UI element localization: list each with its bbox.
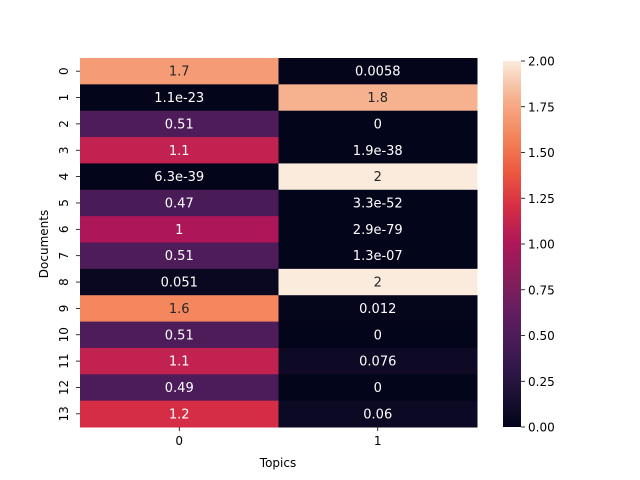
heatmap-cell-label-r3-c1: 1.9e-38	[353, 144, 403, 159]
heatmap-cell-label-r0-c1: 0.0058	[355, 65, 401, 80]
heatmap-cell-r4-c1	[278, 163, 478, 191]
heatmap-cell-label-r13-c1: 0.06	[363, 407, 392, 422]
y-tick-label-4: 4	[57, 173, 71, 181]
y-tick-label-9: 9	[57, 305, 71, 313]
heatmap-cell-r7-c1	[278, 242, 478, 270]
heatmap-cell-label-r2-c0: 0.51	[165, 117, 194, 132]
x-axis-label: Topics	[259, 456, 296, 470]
heatmap-cell-r1-c1	[278, 84, 478, 112]
heatmap-cell-label-r5-c0: 0.47	[165, 196, 194, 211]
heatmap-cell-r10-c1	[278, 321, 478, 349]
heatmap-cell-label-r10-c0: 0.51	[165, 328, 194, 343]
y-tick-label-3: 3	[57, 146, 71, 154]
y-axis-label: Documents	[37, 210, 51, 278]
heatmap-cell-label-r0-c0: 1.7	[169, 65, 190, 80]
heatmap-cell-r0-c0	[80, 58, 279, 85]
heatmap-cell-label-r6-c1: 2.9e-79	[353, 223, 403, 238]
heatmap-cell-label-r6-c0: 1	[175, 223, 183, 238]
heatmap-cell-label-r9-c1: 0.012	[359, 302, 396, 317]
y-tick-label-1: 1	[57, 94, 71, 102]
heatmap-cell-r6-c1	[278, 216, 478, 243]
heatmap-cell-r9-c1	[278, 295, 478, 323]
heatmap-cell-r6-c0	[80, 216, 279, 243]
heatmap-cell-label-r1-c0: 1.1e-23	[154, 91, 204, 106]
heatmap-cell-r8-c0	[80, 268, 279, 296]
y-tick-label-0: 0	[57, 67, 71, 75]
heatmap-cell-label-r4-c1: 2	[374, 170, 382, 185]
heatmap-cell-label-r5-c1: 3.3e-52	[353, 196, 403, 211]
heatmap-cell-label-r11-c1: 0.076	[359, 355, 396, 370]
heatmap-cell-label-r8-c0: 0.051	[161, 276, 198, 291]
heatmap-cell-r2-c1	[278, 110, 478, 138]
heatmap-cell-r12-c1	[278, 374, 478, 402]
heatmap-cell-label-r8-c1: 2	[374, 276, 382, 291]
heatmap-cell-label-r7-c0: 0.51	[165, 249, 194, 264]
y-tick-label-2: 2	[57, 120, 71, 128]
x-tick-label-0: 0	[175, 434, 183, 448]
colorbar-ticks: 0.00 0.25 0.50 0.75 1.00 1.25 1.50 1.75 2.00	[521, 55, 555, 435]
colorbar-tick-label-1.00: 1.00	[528, 238, 555, 252]
heatmap-cell-r10-c0	[80, 321, 279, 349]
y-tick-label-11: 11	[57, 353, 71, 368]
heatmap-cell-label-r4-c0: 6.3e-39	[154, 170, 204, 185]
y-tick-label-6: 6	[57, 226, 71, 234]
colorbar-tick-label-0.00: 0.00	[528, 421, 555, 435]
heatmap-cell-label-r10-c1: 0	[374, 328, 382, 343]
y-tick-label-5: 5	[57, 199, 71, 207]
x-tick-label-1: 1	[374, 434, 382, 448]
heatmap-cell-r5-c1	[278, 189, 478, 217]
colorbar: 0.00 0.25 0.50 0.75 1.00 1.25 1.50 1.75 2.00	[503, 55, 555, 435]
heatmap-cell-label-r2-c1: 0	[374, 117, 382, 132]
heatmap-cell-label-r1-c1: 1.8	[367, 91, 388, 106]
heatmap-cell-r11-c0	[80, 347, 279, 375]
heatmap-cell-r7-c0	[80, 242, 279, 270]
heatmap-cell-r12-c0	[80, 374, 279, 402]
heatmap-cell-label-r7-c1: 1.3e-07	[353, 249, 403, 264]
heatmap-cell-r0-c1	[278, 58, 478, 85]
heatmap-cell-r4-c0	[80, 163, 279, 191]
y-tick-label-13: 13	[57, 406, 71, 421]
heatmap-cell-r9-c0	[80, 295, 279, 323]
heatmap-cell-r3-c1	[278, 137, 478, 164]
y-tick-label-7: 7	[57, 252, 71, 260]
heatmap-cell-label-r3-c0: 1.1	[169, 144, 190, 159]
y-tick-label-10: 10	[57, 327, 71, 342]
heatmap-cell-r1-c0	[80, 84, 279, 112]
colorbar-tick-label-0.25: 0.25	[528, 375, 555, 389]
heatmap-cell-r11-c1	[278, 347, 478, 375]
heatmap-cell-label-r12-c0: 0.49	[165, 381, 194, 396]
heatmap-cell-label-r9-c0: 1.6	[169, 302, 190, 317]
heatmap-cells	[80, 58, 478, 428]
colorbar-tick-label-0.75: 0.75	[528, 283, 555, 297]
heatmap-cell-r13-c1	[278, 400, 478, 428]
colorbar-gradient	[503, 61, 521, 427]
heatmap-cell-labels: 1.7 0.0058 1.1e-23 1.8 0.51 0 1.1 1.9e-38 6.3e-3…	[154, 65, 402, 423]
y-tick-label-8: 8	[57, 278, 71, 286]
heatmap-cell-label-r12-c1: 0	[374, 381, 382, 396]
colorbar-tick-label-1.50: 1.50	[528, 146, 555, 160]
colorbar-tick-label-1.75: 1.75	[528, 100, 555, 114]
heatmap-cell-label-r11-c0: 1.1	[169, 355, 190, 370]
heatmap-cell-r5-c0	[80, 189, 279, 217]
heatmap-cell-r8-c1	[278, 268, 478, 296]
heatmap-cell-r3-c0	[80, 137, 279, 164]
y-tick-label-12: 12	[57, 380, 71, 395]
heatmap-cell-r2-c0	[80, 110, 279, 138]
heatmap-cell-label-r13-c0: 1.2	[169, 407, 190, 422]
colorbar-tick-label-2.00: 2.00	[528, 55, 555, 69]
colorbar-tick-label-1.25: 1.25	[528, 192, 555, 206]
colorbar-tick-label-0.50: 0.50	[528, 329, 555, 343]
heatmap-cell-r13-c0	[80, 400, 279, 428]
